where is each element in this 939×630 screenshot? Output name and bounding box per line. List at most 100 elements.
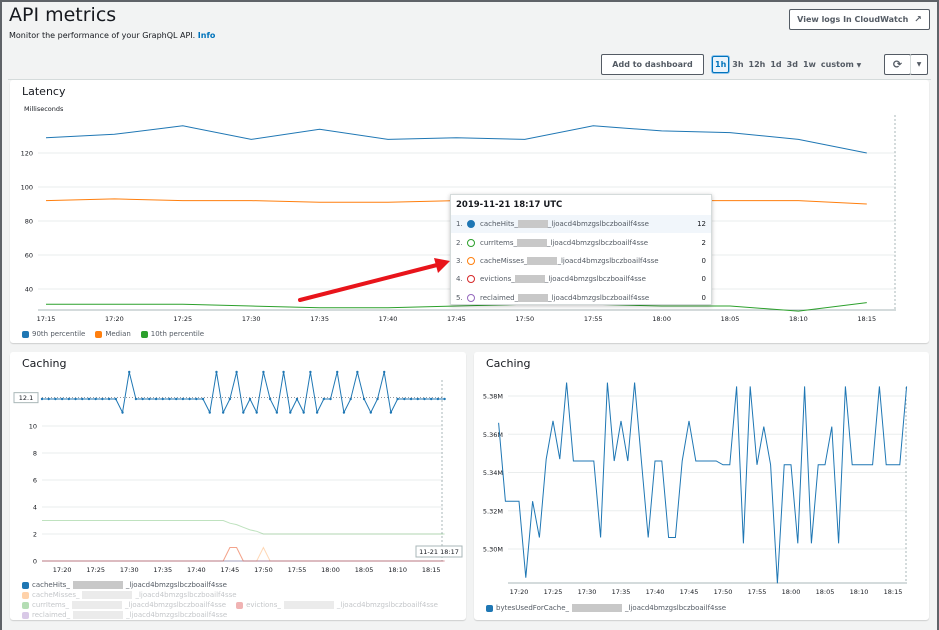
x-tick-label: 17:50 — [714, 588, 733, 596]
y-tick-label: 6 — [33, 477, 37, 485]
y-tick-label: 4 — [33, 504, 37, 512]
series-line — [42, 547, 445, 562]
series-name: currItems_ _ljoacd4bmzgslbczboailf4sse — [480, 238, 692, 247]
x-tick-label: 18:05 — [721, 315, 740, 323]
data-point — [141, 397, 144, 401]
data-point — [268, 397, 272, 401]
data-point — [423, 397, 426, 401]
time-range-selector: 1h 3h 12h 1d 3d 1w custom ▼ — [712, 56, 864, 73]
x-tick-label: 17:25 — [173, 315, 192, 323]
info-link[interactable]: Info — [197, 31, 216, 40]
data-point — [369, 411, 372, 414]
data-point — [336, 370, 339, 374]
add-to-dashboard-button[interactable]: Add to dashboard — [601, 54, 704, 75]
x-tick-label: 17:30 — [578, 588, 597, 596]
data-point — [248, 397, 252, 401]
x-tick-label: 17:50 — [515, 315, 534, 323]
data-point — [262, 370, 265, 374]
name-suffix: _ljoacd4bmzgslbczboailf4sse — [544, 275, 646, 284]
data-point — [67, 397, 71, 401]
view-logs-button[interactable]: View logs In CloudWatch ↗ — [789, 9, 930, 30]
data-point — [443, 397, 446, 401]
range-1w[interactable]: 1w — [802, 60, 816, 69]
data-point — [295, 397, 299, 401]
x-tick-label: 17:55 — [748, 588, 767, 596]
series-value: 0 — [701, 293, 706, 302]
series-value: 0 — [701, 275, 706, 284]
caching-legend-right: bytesUsedForCache_ _ljoacd4bmzgslbczboail… — [486, 604, 726, 612]
legend-label: 90th percentile — [32, 330, 86, 338]
caching-chart-left[interactable]: 0 2 4 6 8 10 17:20 17:25 17:30 17:35 17:40 17:45 17:… — [10, 352, 466, 620]
x-tick-label: 17:40 — [646, 588, 665, 596]
x-tick-label: 17:45 — [680, 588, 699, 596]
data-point — [208, 411, 211, 414]
range-1d[interactable]: 1d — [770, 60, 782, 69]
redacted-block — [518, 293, 549, 302]
y-tick-label: 8 — [33, 450, 37, 458]
legend-item: cacheHits_ _ljoacd4bmzgslbczboailf4sse — [22, 581, 227, 589]
panel-title: Caching — [22, 357, 67, 370]
y-tick-label: 5.36M — [483, 431, 503, 439]
data-point — [181, 397, 185, 401]
legend-label-suffix: _ljoacd4bmzgslbczboailf4sse — [125, 601, 227, 609]
tooltip-row: 4. evictions_ _ljoacd4bmzgslbczboailf4sse 0 — [451, 270, 711, 288]
redacted-block — [517, 220, 548, 229]
series-name: cacheMisses_ _ljoacd4bmzgslbczboailf4sse — [480, 256, 692, 265]
x-tick-label: 17:30 — [242, 315, 261, 323]
subtitle-text: Monitor the performance of your GraphQL … — [9, 31, 196, 40]
series-name: evictions_ _ljoacd4bmzgslbczboailf4sse — [480, 275, 692, 284]
custom-label: custom — [820, 60, 854, 69]
data-point — [396, 397, 399, 401]
x-tick-label: 17:35 — [310, 315, 329, 323]
data-point — [121, 411, 124, 414]
data-point — [215, 370, 218, 374]
range-3d[interactable]: 3d — [786, 60, 798, 69]
x-tick-label: 18:05 — [816, 588, 835, 596]
highlight-y-label: 12.1 — [19, 394, 33, 402]
data-point — [175, 397, 178, 401]
legend-item: currItems_ _ljoacd4bmzgslbczboailf4sse — [22, 601, 226, 609]
x-tick-label: 18:15 — [857, 315, 876, 323]
range-3h[interactable]: 3h — [732, 60, 744, 69]
data-point — [54, 397, 57, 401]
series-line — [42, 520, 445, 535]
data-point — [107, 397, 111, 401]
data-point — [221, 411, 225, 414]
circle-icon — [467, 275, 475, 284]
caching-chart-right[interactable]: 5.30M 5.32M 5.34M 5.36M 5.38M 17:20 17:25 17:30… — [474, 352, 929, 620]
name-suffix: _ljoacd4bmzgslbczboailf4sse — [547, 238, 649, 247]
redacted-block — [517, 238, 547, 247]
legend-label: Median — [105, 330, 131, 338]
data-point — [403, 397, 406, 401]
legend-swatch — [22, 330, 29, 338]
page-subtitle: Monitor the performance of your GraphQL … — [9, 31, 215, 40]
data-point — [47, 397, 50, 401]
y-tick-label: 0 — [33, 558, 37, 566]
circle-icon — [467, 293, 475, 302]
range-12h[interactable]: 12h — [748, 60, 766, 69]
refresh-button[interactable]: ⟳ — [884, 54, 911, 75]
data-point — [376, 397, 379, 401]
legend-label-prefix: cacheHits_ — [32, 581, 70, 589]
legend-label-suffix: _ljoacd4bmzgslbczboailf4sse — [336, 601, 438, 609]
data-point — [201, 397, 205, 401]
legend-item: Median — [95, 330, 131, 338]
legend-label-prefix: evictions_ — [246, 601, 281, 609]
y-tick-label: 5.32M — [483, 507, 503, 515]
data-point — [349, 397, 352, 401]
y-axis-label: Milliseconds — [24, 105, 64, 113]
legend-swatch — [95, 330, 103, 338]
data-point — [114, 397, 118, 401]
range-1h[interactable]: 1h — [712, 56, 730, 73]
refresh-options-button[interactable]: ▼ — [910, 54, 928, 75]
legend-swatch — [236, 601, 244, 609]
page-title: API metrics — [9, 4, 117, 26]
highlight-label-box — [13, 392, 39, 404]
range-custom[interactable]: custom ▼ — [819, 57, 863, 72]
x-tick-label: 18:15 — [884, 588, 903, 596]
data-point — [342, 411, 346, 414]
data-point — [329, 397, 332, 401]
data-point — [87, 397, 91, 401]
legend-swatch — [140, 330, 148, 338]
